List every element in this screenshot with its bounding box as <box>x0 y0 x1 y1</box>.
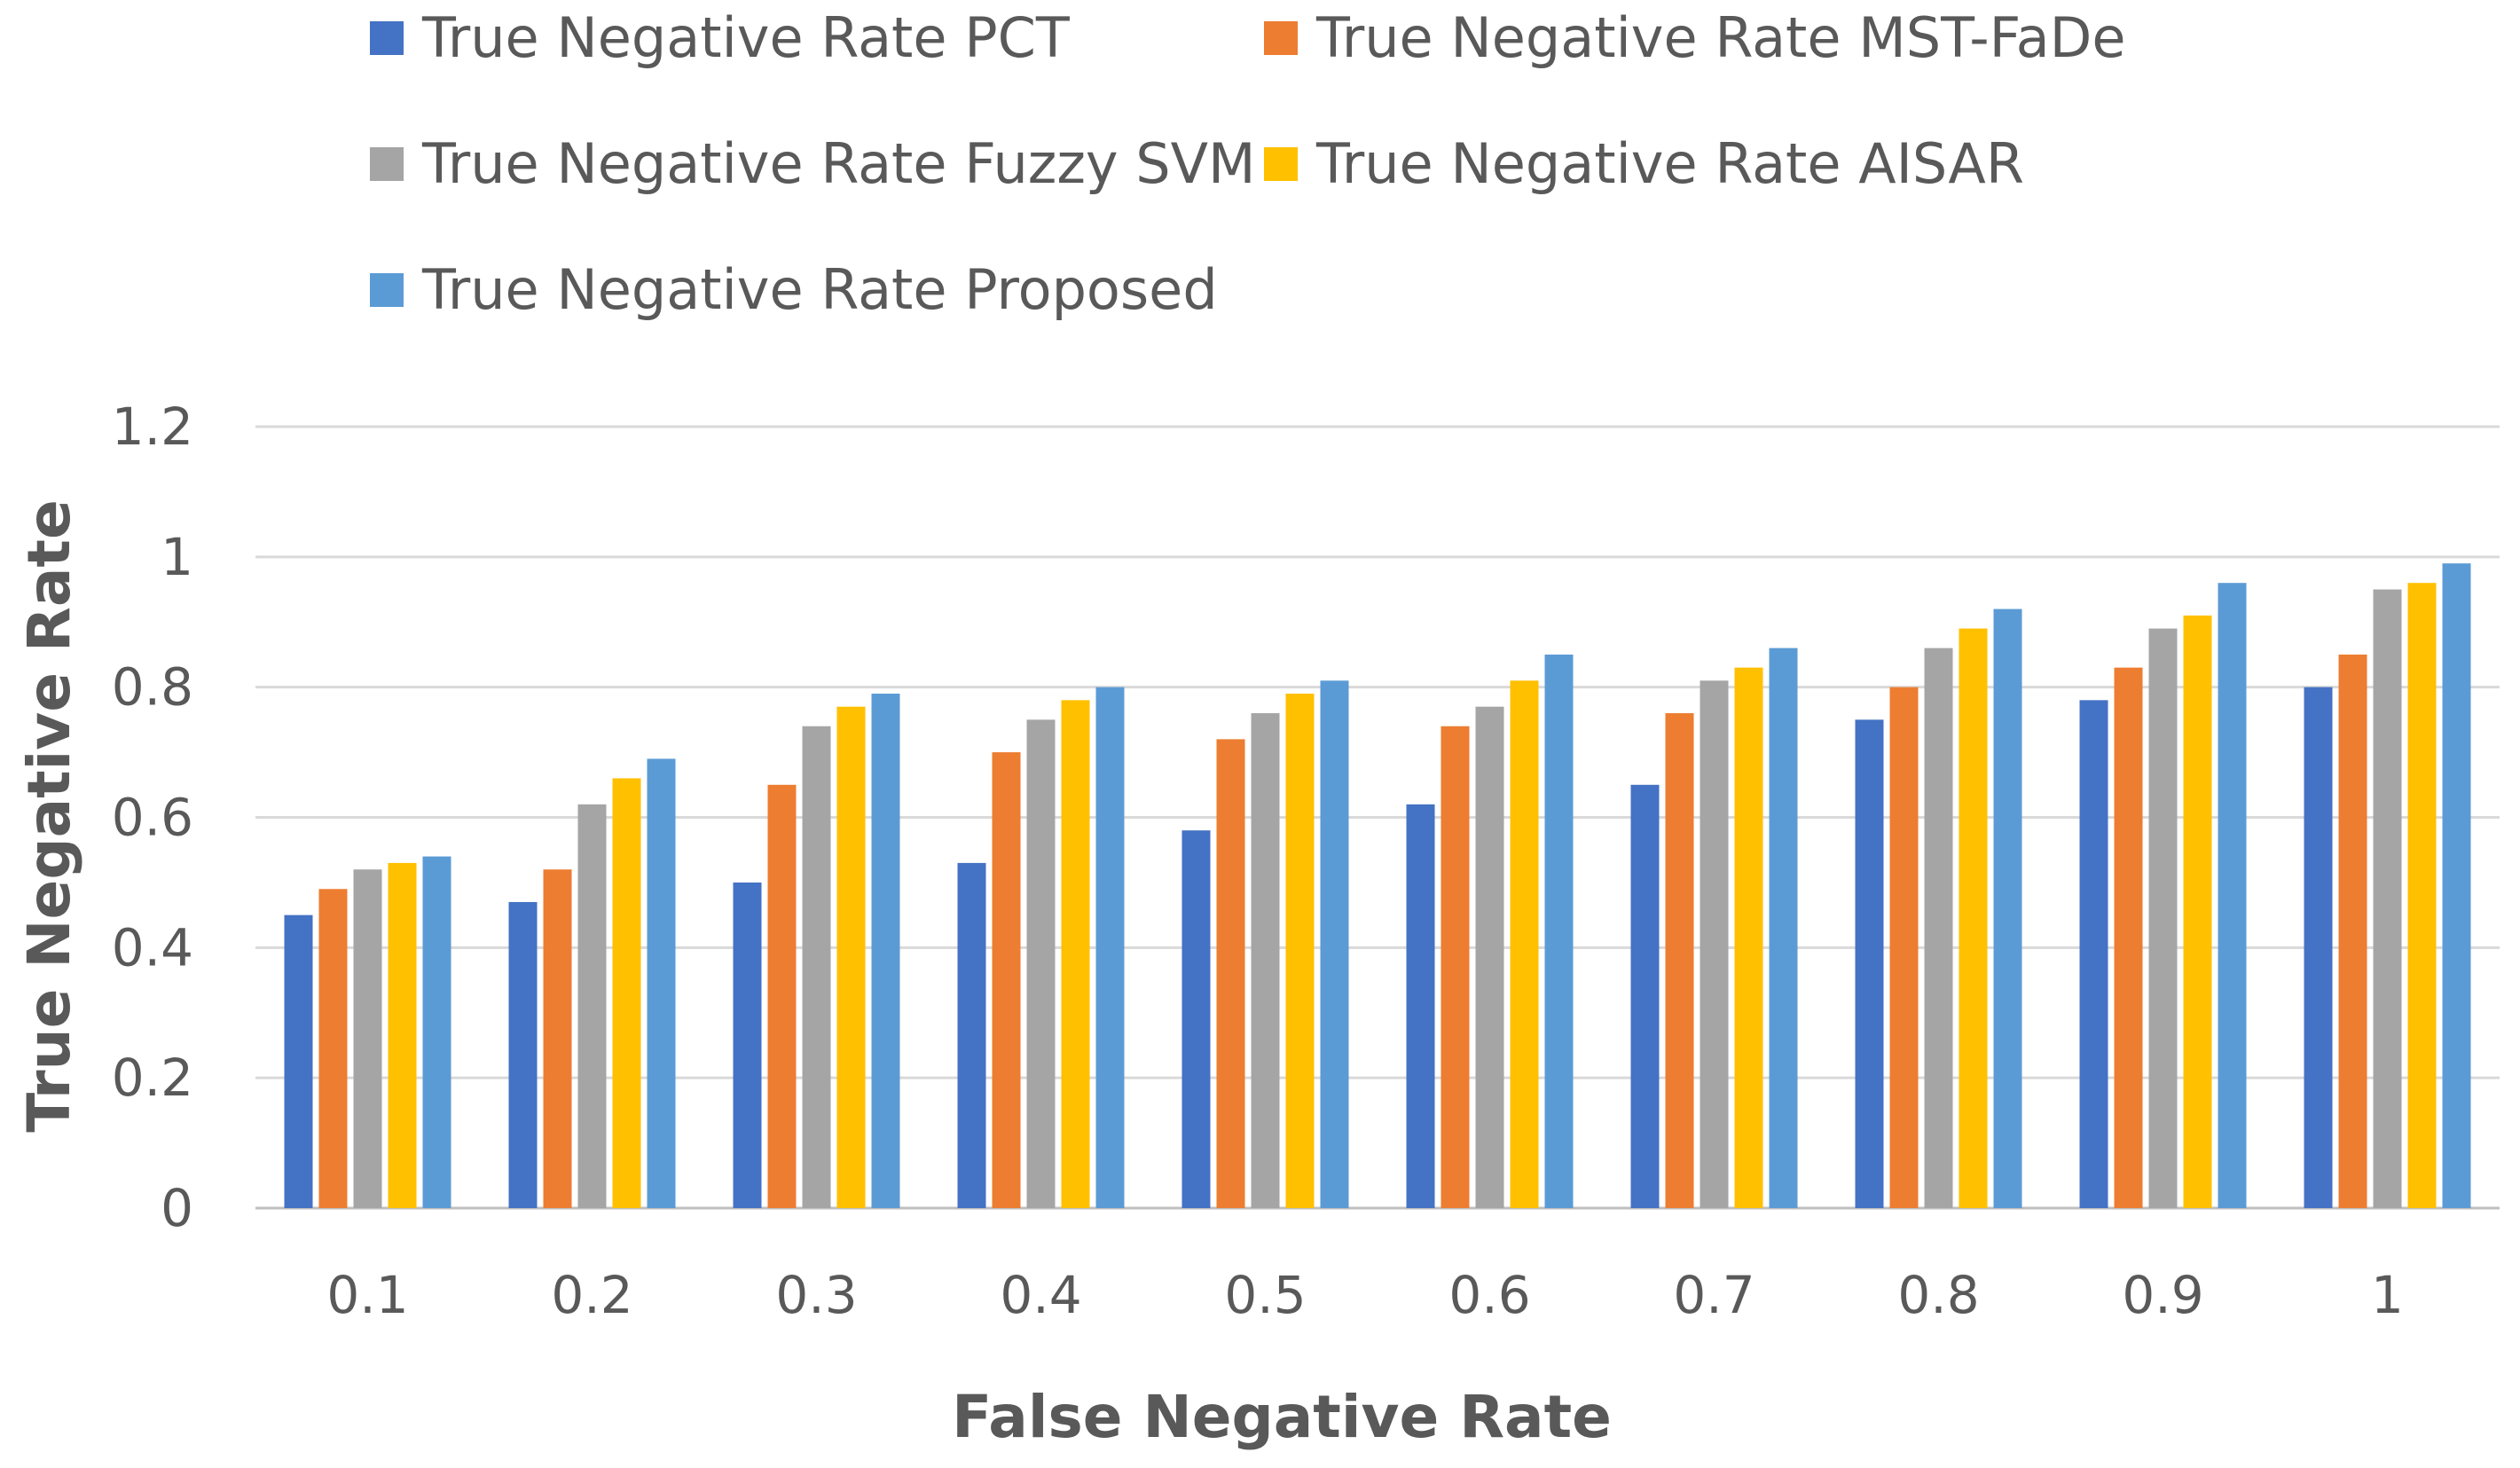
x-tick-label: 0.3 <box>775 1265 857 1325</box>
bar <box>836 706 866 1208</box>
bar <box>1441 726 1470 1208</box>
bar <box>992 752 1021 1208</box>
bar <box>543 869 572 1208</box>
x-axis-title: False Negative Rate <box>952 1383 1612 1451</box>
y-tick-labels: 0 0.2 0.4 0.6 0.8 1 1.2 <box>112 396 193 1238</box>
x-tick-label: 0.5 <box>1224 1265 1306 1325</box>
bar <box>2442 563 2471 1208</box>
bar <box>2148 628 2178 1208</box>
legend-label: True Negative Rate MST-FaDe <box>1315 5 2125 70</box>
x-tick-label: 0.9 <box>2122 1265 2203 1325</box>
x-tick-label: 0.7 <box>1673 1265 1755 1325</box>
bar <box>1181 830 1211 1208</box>
bar <box>318 889 348 1208</box>
bar <box>871 694 900 1208</box>
bar <box>612 778 641 1208</box>
bar <box>577 804 607 1208</box>
bar <box>1510 680 1539 1208</box>
y-tick-label: 0.8 <box>112 657 193 718</box>
legend: True Negative Rate PCT True Negative Rate… <box>370 5 2125 322</box>
y-axis-title: True Negative Rate <box>15 499 83 1132</box>
bar <box>802 726 831 1208</box>
y-tick-label: 0.2 <box>112 1048 193 1108</box>
x-tick-label: 0.4 <box>1000 1265 1081 1325</box>
bar <box>1320 680 1349 1208</box>
bar <box>767 784 797 1208</box>
x-tick-label: 1 <box>2371 1265 2404 1325</box>
bar <box>2304 687 2333 1208</box>
x-tick-label: 0.1 <box>326 1265 408 1325</box>
legend-label: True Negative Rate AISAR <box>1315 131 2024 196</box>
y-tick-label: 0.6 <box>112 788 193 848</box>
bar <box>2114 667 2143 1208</box>
legend-swatch <box>370 273 404 307</box>
bar <box>1630 784 1660 1208</box>
bar <box>284 915 313 1208</box>
legend-label: True Negative Rate Proposed <box>421 257 1218 322</box>
bar <box>957 862 986 1208</box>
bar <box>1095 687 1125 1208</box>
bar <box>1061 700 1090 1208</box>
legend-swatch <box>1264 147 1298 181</box>
bar <box>2183 615 2212 1208</box>
legend-swatch <box>1264 21 1298 55</box>
legend-label: True Negative Rate PCT <box>421 5 1071 70</box>
bar <box>2373 589 2402 1208</box>
bar <box>1251 713 1280 1208</box>
legend-label: True Negative Rate Fuzzy SVM <box>421 131 1256 196</box>
bar <box>1475 706 1504 1208</box>
x-tick-label: 0.8 <box>1897 1265 1979 1325</box>
bar <box>1855 719 1884 1208</box>
bar <box>2407 583 2437 1208</box>
bar <box>1734 667 1763 1208</box>
y-tick-label: 1 <box>161 527 193 587</box>
bar <box>1924 648 1953 1208</box>
x-tick-label: 0.6 <box>1448 1265 1530 1325</box>
bar <box>1544 654 1574 1208</box>
bar <box>1216 739 1245 1208</box>
bar <box>1026 719 1056 1208</box>
bar <box>2338 654 2367 1208</box>
bar <box>733 882 762 1208</box>
bar <box>1993 608 2022 1208</box>
legend-swatch <box>370 21 404 55</box>
x-tick-label: 0.2 <box>551 1265 632 1325</box>
bars <box>284 563 2471 1208</box>
bar <box>388 862 417 1208</box>
bar <box>647 758 676 1208</box>
bar <box>1406 804 1435 1208</box>
bar <box>508 901 538 1208</box>
bar <box>353 869 382 1208</box>
bar <box>1700 680 1729 1208</box>
legend-swatch <box>370 147 404 181</box>
bar <box>2079 700 2108 1208</box>
bar <box>1285 694 1315 1208</box>
bar <box>1665 713 1694 1208</box>
y-tick-label: 0.4 <box>112 917 193 977</box>
bar <box>1769 648 1798 1208</box>
bar <box>422 856 451 1208</box>
bar <box>2218 583 2247 1208</box>
bar <box>1889 687 1919 1208</box>
x-tick-labels: 0.1 0.2 0.3 0.4 0.5 0.6 0.7 0.8 0.9 1 <box>326 1265 2404 1325</box>
y-tick-label: 0 <box>161 1178 193 1238</box>
y-tick-label: 1.2 <box>112 396 193 457</box>
bar <box>1959 628 1988 1208</box>
